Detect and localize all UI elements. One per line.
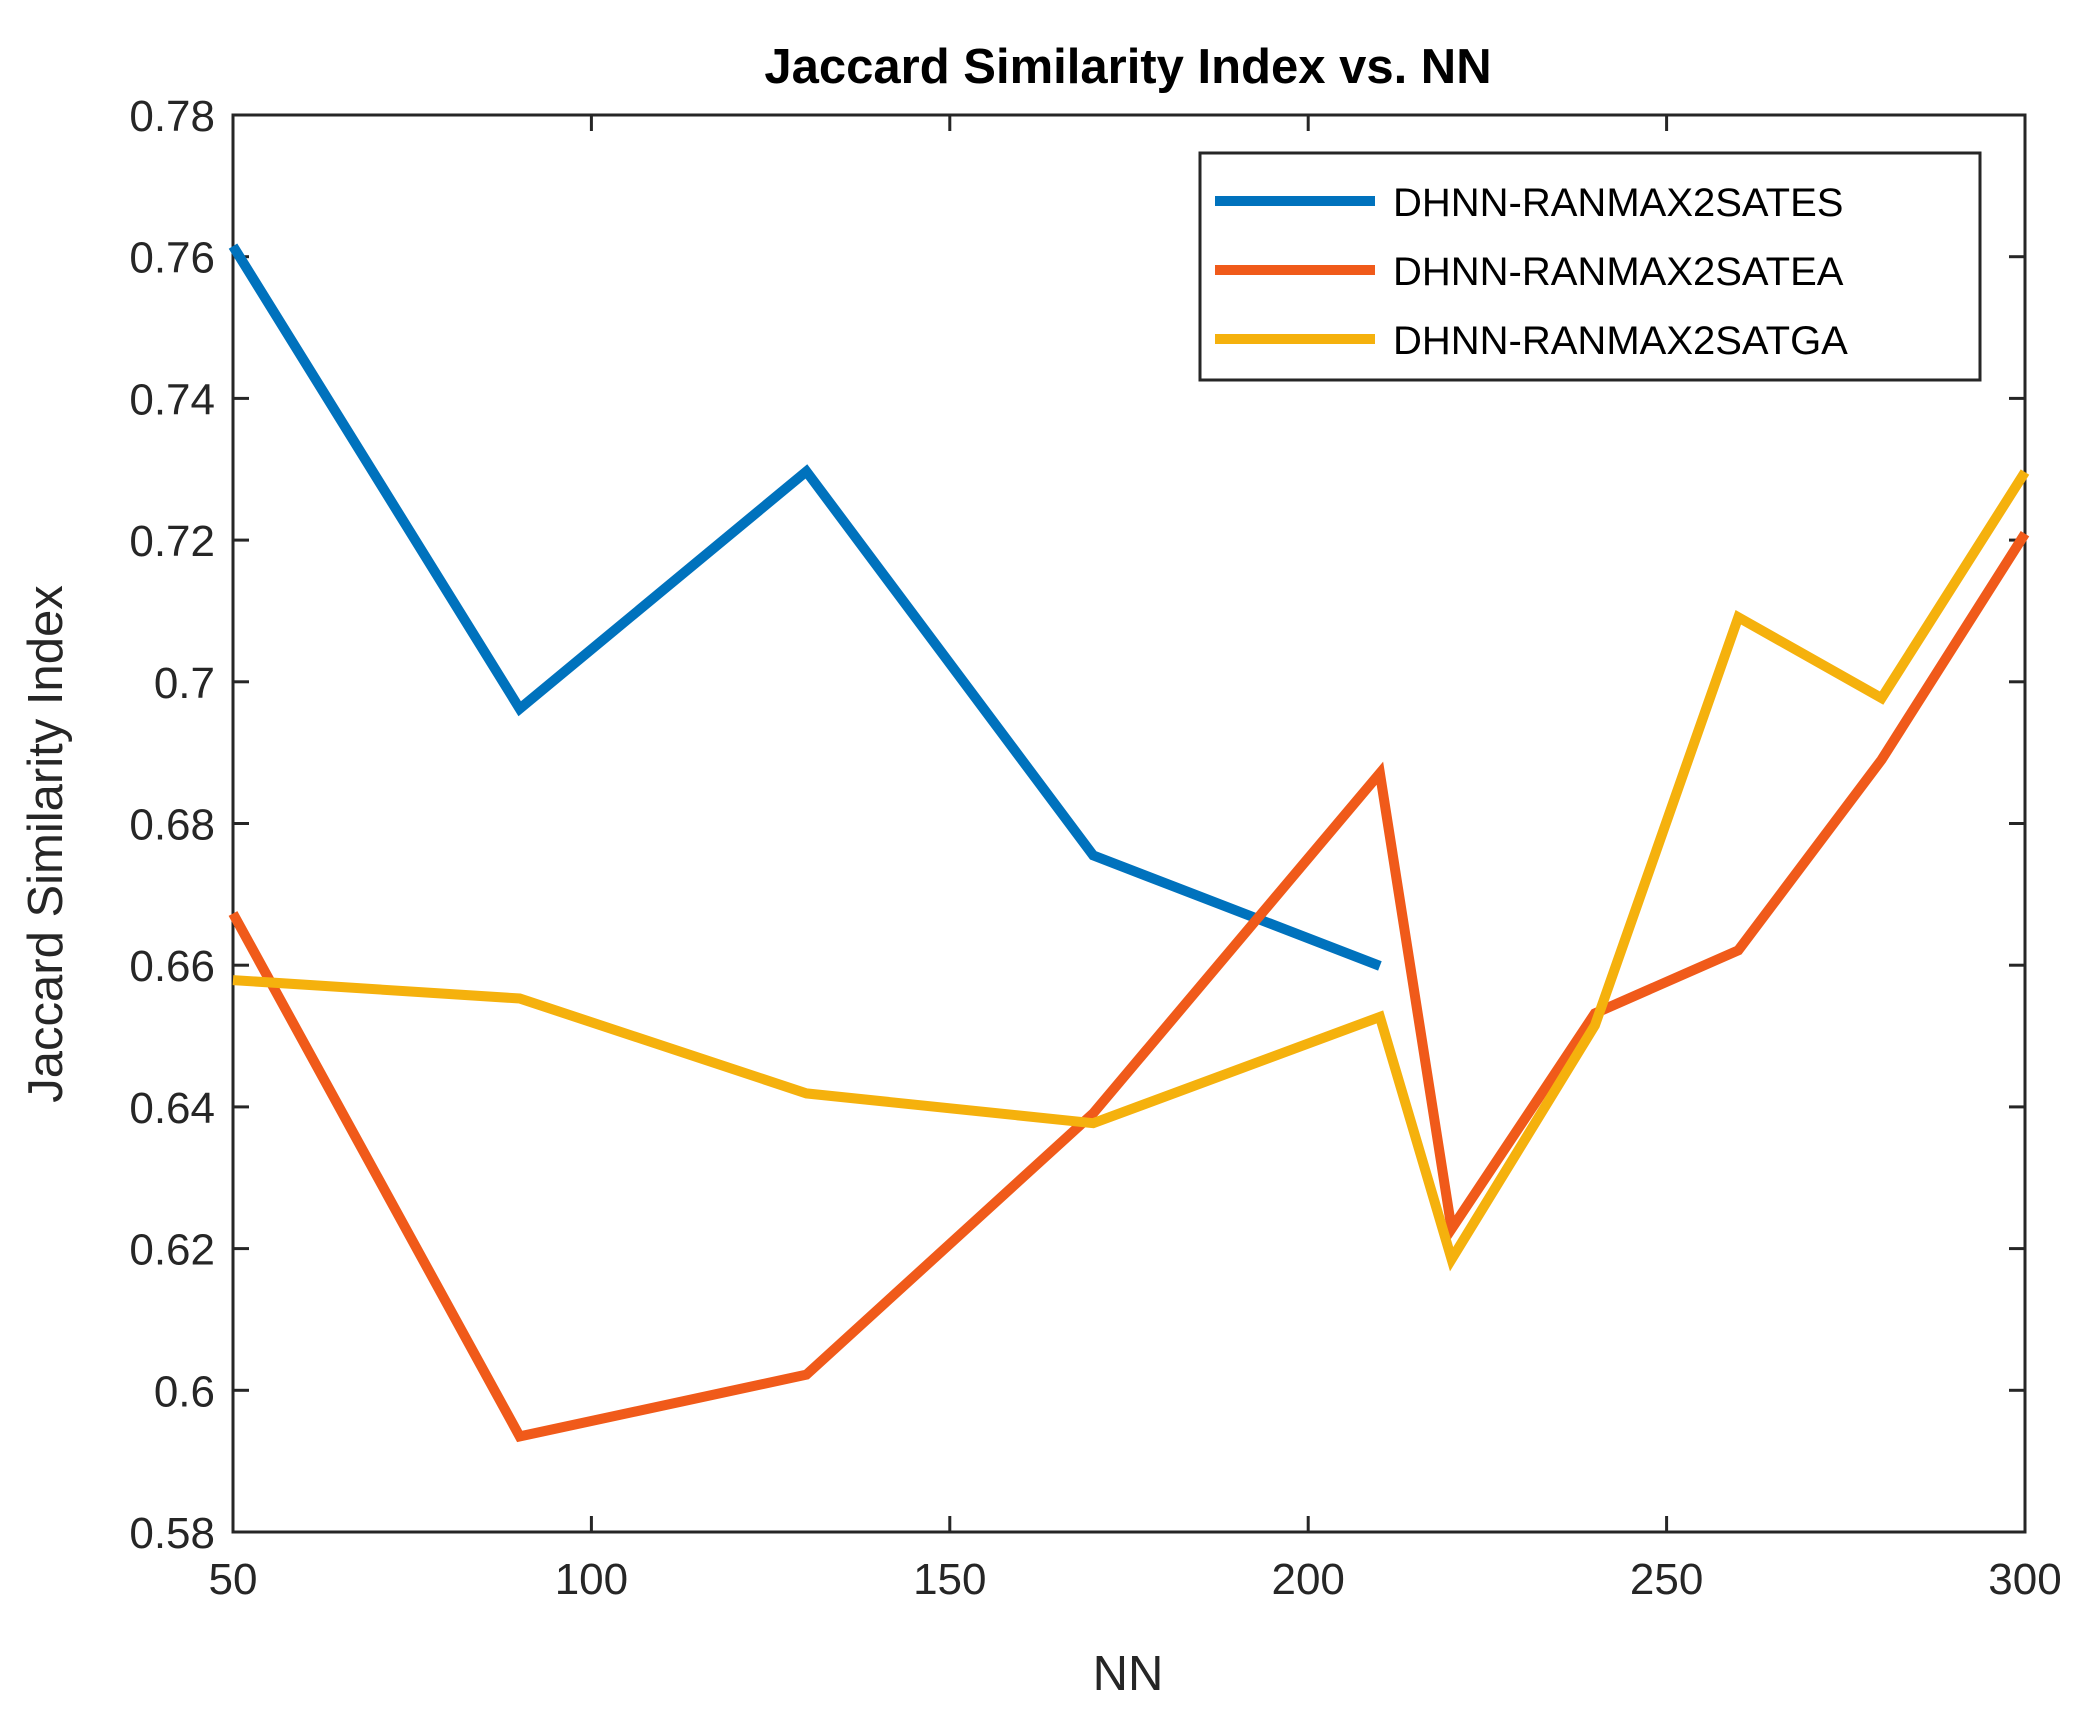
y-tick-label: 0.58 [129, 1509, 215, 1558]
series-line-1 [228, 243, 1382, 971]
x-tick-label: 150 [913, 1555, 986, 1604]
y-tick-label: 0.74 [129, 375, 215, 424]
x-tick-label: 100 [555, 1555, 628, 1604]
legend-label-2: DHNN-RANMAX2SATEA [1393, 250, 1844, 294]
y-tick-label: 0.72 [129, 517, 215, 566]
y-axis-label: Jaccard Similarity Index [19, 585, 73, 1102]
series-line-3 [232, 469, 2030, 1272]
x-tick-label: 300 [1988, 1555, 2061, 1604]
y-tick-label: 0.78 [129, 92, 215, 141]
chart-title: Jaccard Similarity Index vs. NN [764, 40, 1491, 94]
legend-label-1: DHNN-RANMAX2SATES [1393, 181, 1843, 225]
y-tick-label: 0.7 [154, 659, 215, 708]
y-tick-label: 0.6 [154, 1367, 215, 1416]
x-tick-label: 200 [1271, 1555, 1344, 1604]
y-tick-label: 0.64 [129, 1084, 215, 1133]
series-lines [228, 243, 2030, 1443]
y-tick-label: 0.66 [129, 942, 215, 991]
legend: DHNN-RANMAX2SATES DHNN-RANMAX2SATEA DHNN-R… [1198, 151, 1982, 382]
x-tick-label: 250 [1630, 1555, 1703, 1604]
x-axis-ticks: 50 100 150 200 250 300 [209, 115, 2062, 1604]
y-tick-label: 0.68 [129, 801, 215, 850]
y-tick-label: 0.62 [129, 1226, 215, 1275]
series-line-2 [228, 531, 2030, 1443]
x-axis-label: NN [1093, 1647, 1164, 1701]
x-tick-label: 50 [209, 1555, 258, 1604]
legend-label-3: DHNN-RANMAX2SATGA [1393, 319, 1848, 363]
y-tick-label: 0.76 [129, 234, 215, 283]
y-axis-ticks: 0.58 0.6 0.62 0.64 0.66 0.68 0.7 0.72 0.74 0.76 0.… [129, 92, 2025, 1558]
